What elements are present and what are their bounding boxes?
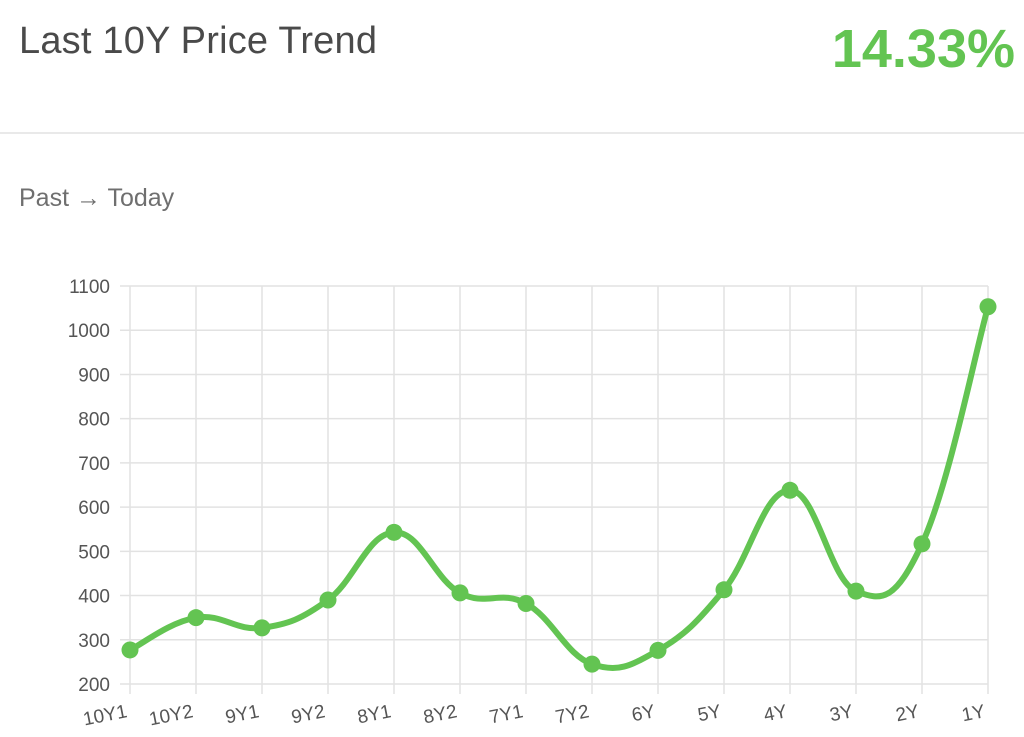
data-point — [319, 591, 337, 609]
data-point — [979, 298, 997, 316]
chart-subtitle: Past → Today — [19, 184, 175, 212]
y-tick-label: 1100 — [69, 277, 110, 298]
x-tick-label: 8Y2 — [422, 701, 459, 728]
x-tick-label: 9Y1 — [224, 701, 261, 728]
y-tick-label: 300 — [78, 631, 110, 652]
page-title: Last 10Y Price Trend — [19, 20, 378, 62]
y-tick-label: 200 — [78, 675, 110, 696]
y-tick-label: 700 — [78, 454, 110, 475]
data-point — [649, 641, 667, 659]
x-tick-label: 5Y — [696, 701, 723, 726]
x-tick-label: 7Y2 — [554, 701, 591, 728]
y-tick-label: 800 — [78, 410, 110, 431]
line-chart: 200 300 400 500 600 700 800 900 1000 1100 10Y1 10Y2… — [68, 277, 997, 730]
x-tick-label: 8Y1 — [356, 701, 393, 728]
data-point — [187, 609, 205, 627]
y-tick-label: 900 — [78, 365, 110, 386]
x-tick-label: 4Y — [762, 701, 789, 726]
data-point — [517, 595, 535, 613]
price-trend-line — [127, 303, 991, 672]
x-tick-label: 3Y — [828, 701, 855, 726]
data-point — [715, 581, 733, 599]
data-point — [913, 535, 931, 553]
data-point — [253, 619, 271, 637]
y-tick-label: 500 — [78, 542, 110, 563]
change-percent: 14.33% — [831, 19, 1015, 79]
price-trend-chart: 200 300 400 500 600 700 800 900 1000 1100 10Y1 10Y2… — [0, 260, 1024, 737]
data-point — [451, 584, 469, 602]
x-tick-label: 10Y1 — [81, 701, 129, 730]
data-point — [583, 655, 601, 673]
x-tick-label: 9Y2 — [290, 701, 327, 728]
x-tick-label: 2Y — [894, 701, 921, 726]
y-tick-label: 600 — [78, 498, 110, 519]
y-tick-label: 1000 — [68, 321, 110, 342]
x-tick-label: 7Y1 — [488, 701, 525, 728]
data-point — [847, 582, 865, 600]
x-tick-label: 10Y2 — [147, 701, 195, 730]
x-tick-label: 1Y — [960, 701, 987, 726]
header: Last 10Y Price Trend 14.33% — [0, 0, 1024, 134]
data-point — [121, 641, 139, 659]
data-point — [385, 523, 403, 541]
data-point — [781, 481, 799, 499]
x-tick-label: 6Y — [630, 701, 657, 726]
y-tick-label: 400 — [78, 587, 110, 608]
